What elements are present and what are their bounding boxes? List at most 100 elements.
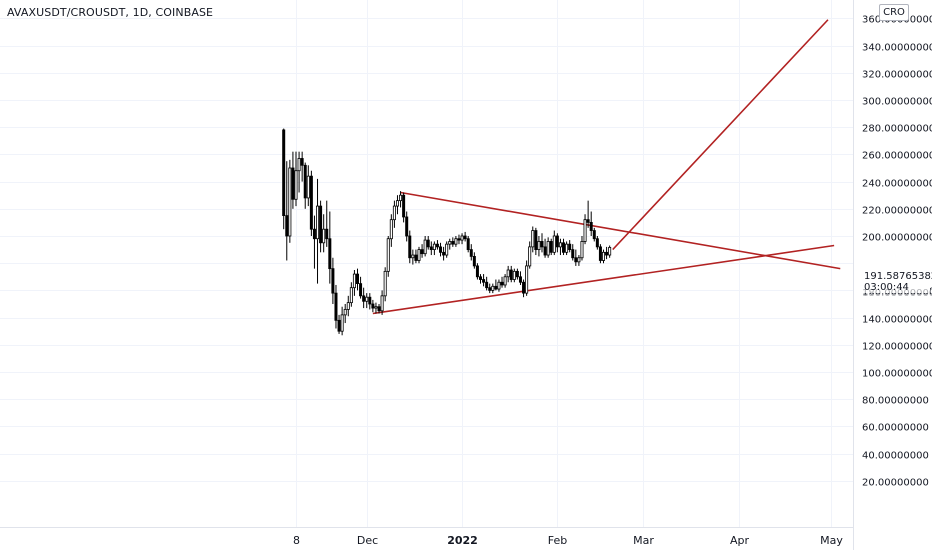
candle — [414, 249, 418, 264]
candle — [595, 236, 599, 250]
candle-body-up — [432, 243, 436, 251]
candle-body-down — [592, 230, 596, 240]
candle-body-down — [562, 242, 566, 253]
candle — [537, 236, 541, 257]
candle — [423, 236, 427, 257]
candle — [583, 214, 587, 245]
price-tick-label: 280.00000000 — [862, 124, 932, 135]
candle — [285, 161, 289, 261]
candle — [448, 238, 452, 250]
candle-body-down — [429, 246, 433, 251]
candle — [322, 214, 326, 253]
candle — [574, 249, 578, 266]
candle — [543, 238, 547, 258]
candle — [565, 241, 569, 256]
price-tick-label: 20.00000000 — [862, 478, 929, 489]
candle — [552, 230, 556, 256]
candle-body-down — [475, 265, 479, 278]
time-tick-label: Mar — [633, 534, 654, 547]
candle — [309, 170, 313, 236]
candle-body-down — [282, 129, 286, 216]
candle-body-down — [482, 279, 486, 283]
candle — [568, 240, 572, 253]
price-tick-label: 200.00000000 — [862, 233, 932, 244]
candle-body-down — [457, 238, 461, 241]
candle — [494, 279, 498, 291]
candle-body-down — [303, 164, 307, 199]
price-tick-label: 40.00000000 — [862, 451, 929, 462]
candle-body-down — [362, 295, 366, 302]
last-price-label: 191.58765382 03:00:44 180.00000000 — [856, 268, 932, 299]
candle — [291, 151, 295, 209]
candle — [288, 159, 292, 243]
candle-body-up — [558, 242, 562, 248]
candle-body-up — [531, 230, 535, 248]
candle — [389, 214, 393, 247]
candle-body-up — [386, 238, 390, 272]
candle-body-up — [306, 175, 310, 199]
candle-body-up — [491, 285, 495, 291]
candle-body-down — [309, 175, 313, 230]
candle — [359, 276, 363, 299]
candle — [598, 244, 602, 264]
candle-body-down — [334, 292, 338, 321]
time-axis[interactable]: 8 Dec 2022 Feb Mar Apr May — [293, 534, 843, 547]
candle-body-down — [469, 249, 473, 257]
candle — [429, 241, 433, 256]
candle-body-up — [423, 239, 427, 255]
price-countdown: 03:00:44 — [864, 282, 909, 293]
currency-badge[interactable]: CRO — [879, 4, 909, 21]
price-tick-label: 140.00000000 — [862, 315, 932, 326]
candle — [346, 295, 350, 317]
candle — [395, 195, 399, 215]
candle — [420, 244, 424, 258]
candle-body-up — [417, 249, 421, 261]
candle-body-down — [589, 221, 593, 231]
candle — [491, 283, 495, 294]
candle-body-down — [595, 238, 599, 248]
candle — [439, 242, 443, 257]
candle — [408, 230, 412, 264]
candle-body-down — [312, 228, 316, 240]
grid-layer — [0, 0, 853, 527]
candle — [355, 268, 359, 291]
price-tick-label: 100.00000000 — [862, 369, 932, 380]
candle-body-down — [472, 255, 476, 267]
time-tick-label: 2022 — [447, 534, 478, 547]
candle-body-down — [331, 268, 335, 294]
candle-body-up — [352, 273, 356, 289]
candle-body-down — [540, 241, 544, 248]
candle — [445, 241, 449, 258]
candle — [405, 211, 409, 242]
candle-body-down — [571, 249, 575, 259]
candle-body-down — [518, 276, 522, 283]
candle — [300, 151, 304, 182]
candle — [319, 200, 323, 253]
candle-body-down — [408, 235, 412, 259]
candle — [602, 249, 606, 264]
candle — [374, 302, 378, 314]
candle — [528, 241, 532, 269]
candle-body-up — [343, 309, 347, 316]
price-tick-label: 300.00000000 — [862, 97, 932, 108]
hidden-tick-label: 180.00000000 — [862, 288, 932, 299]
candle — [469, 244, 473, 261]
candle-body-up — [546, 241, 550, 256]
candle-body-up — [316, 205, 320, 240]
candle-body-down — [466, 238, 470, 251]
candle — [371, 299, 375, 313]
candle-body-down — [598, 246, 602, 261]
candle — [386, 236, 390, 277]
candle-body-up — [608, 247, 612, 256]
candle — [482, 274, 486, 287]
candle-body-up — [580, 241, 584, 259]
candle-body-down — [439, 246, 443, 253]
candle — [383, 267, 387, 302]
candle-body-down — [359, 283, 363, 297]
candle-body-down — [485, 281, 489, 289]
candle — [522, 279, 526, 298]
candle-body-down — [543, 246, 547, 256]
